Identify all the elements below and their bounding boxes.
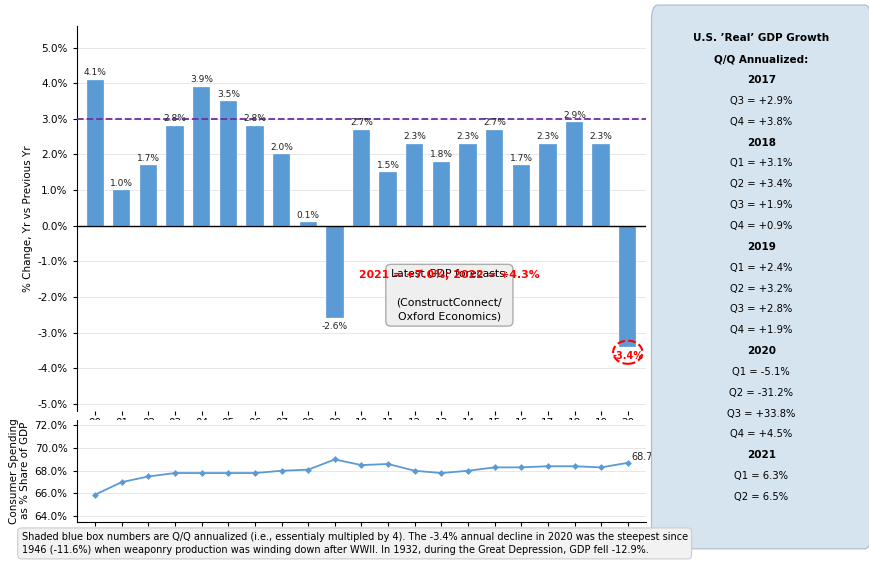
Bar [565, 122, 582, 226]
Text: U.S. ’Real’ GDP Growth: U.S. ’Real’ GDP Growth [693, 33, 828, 43]
Bar [299, 222, 316, 226]
Bar [113, 190, 130, 226]
Bar [166, 126, 183, 226]
Y-axis label: % Change, Yr vs Previous Yr: % Change, Yr vs Previous Yr [23, 145, 33, 292]
Text: Q4 = +0.9%: Q4 = +0.9% [729, 221, 792, 231]
Bar [619, 226, 636, 347]
Text: 2.3%: 2.3% [403, 132, 426, 141]
Text: 2020: 2020 [746, 346, 775, 356]
Text: 1.7%: 1.7% [509, 154, 532, 163]
Text: 2019: 2019 [746, 242, 775, 252]
Bar [459, 144, 476, 226]
Text: Q3 = +2.8%: Q3 = +2.8% [729, 304, 792, 314]
Text: Q1 = -5.1%: Q1 = -5.1% [732, 367, 789, 377]
Text: 2017: 2017 [746, 75, 775, 85]
Text: Q/Q Annualized:: Q/Q Annualized: [713, 54, 807, 64]
Text: Q2 = +3.4%: Q2 = +3.4% [729, 179, 792, 189]
Text: -2.6%: -2.6% [322, 322, 348, 331]
Text: Q2 = 6.5%: Q2 = 6.5% [733, 492, 787, 502]
Text: Q2 = +3.2%: Q2 = +3.2% [729, 283, 792, 293]
Text: 2.9%: 2.9% [562, 111, 586, 120]
Text: 2.7%: 2.7% [482, 118, 506, 127]
Text: 4.1%: 4.1% [83, 68, 107, 77]
Bar [220, 101, 236, 226]
Bar [140, 165, 157, 226]
Text: 2.8%: 2.8% [243, 114, 266, 124]
Y-axis label: Consumer Spending
as % Share of GDP: Consumer Spending as % Share of GDP [9, 418, 30, 524]
Text: 1.0%: 1.0% [110, 178, 133, 188]
Text: 2.7%: 2.7% [349, 118, 373, 127]
Text: 1.8%: 1.8% [429, 150, 453, 159]
Text: 0.1%: 0.1% [296, 210, 320, 220]
Text: 2.8%: 2.8% [163, 114, 186, 124]
Text: Q3 = +2.9%: Q3 = +2.9% [729, 96, 792, 106]
Bar [86, 80, 103, 226]
Bar [486, 129, 502, 226]
X-axis label: Year: Year [346, 543, 376, 556]
Text: Shaded blue box numbers are Q/Q annualized (i.e., essentialy multipled by 4). Th: Shaded blue box numbers are Q/Q annualiz… [22, 532, 687, 555]
Text: 2021: 2021 [746, 450, 775, 461]
Bar [326, 226, 343, 318]
Text: 68.7%: 68.7% [631, 452, 661, 462]
Bar [512, 165, 529, 226]
Text: 1.7%: 1.7% [136, 154, 160, 163]
Text: Q1 = 6.3%: Q1 = 6.3% [733, 471, 787, 481]
Text: 2.3%: 2.3% [536, 132, 559, 141]
Bar [193, 87, 210, 226]
Text: 2.3%: 2.3% [589, 132, 612, 141]
Bar [406, 144, 423, 226]
Bar [273, 154, 290, 226]
Bar [246, 126, 263, 226]
Text: Q1 = +2.4%: Q1 = +2.4% [729, 263, 792, 273]
Text: Q3 = +1.9%: Q3 = +1.9% [729, 200, 792, 210]
Text: 2018: 2018 [746, 138, 775, 147]
Bar [353, 129, 369, 226]
Text: 2.3%: 2.3% [456, 132, 479, 141]
Text: Q2 = -31.2%: Q2 = -31.2% [728, 388, 793, 398]
Text: Q4 = +1.9%: Q4 = +1.9% [729, 325, 792, 335]
Bar [539, 144, 556, 226]
Text: Q3 = +33.8%: Q3 = +33.8% [726, 409, 794, 419]
Bar [432, 161, 449, 226]
Text: Q1 = +3.1%: Q1 = +3.1% [729, 159, 792, 168]
Text: 1.5%: 1.5% [376, 161, 399, 170]
Text: 2021 = +7.0%; 2022 = +4.3%: 2021 = +7.0%; 2022 = +4.3% [359, 270, 539, 280]
Text: Q4 = +3.8%: Q4 = +3.8% [729, 117, 792, 127]
Text: -3.4%: -3.4% [612, 351, 642, 361]
Bar [379, 173, 396, 226]
Text: Latest GDP forecasts:

(ConstructConnect/
Oxford Economics): Latest GDP forecasts: (ConstructConnect/… [390, 269, 507, 321]
Text: 2.0%: 2.0% [270, 143, 293, 152]
Bar [592, 144, 609, 226]
Text: 3.9%: 3.9% [190, 75, 213, 85]
FancyBboxPatch shape [651, 5, 869, 549]
Text: Q4 = +4.5%: Q4 = +4.5% [729, 430, 792, 440]
Text: 3.5%: 3.5% [216, 90, 240, 99]
